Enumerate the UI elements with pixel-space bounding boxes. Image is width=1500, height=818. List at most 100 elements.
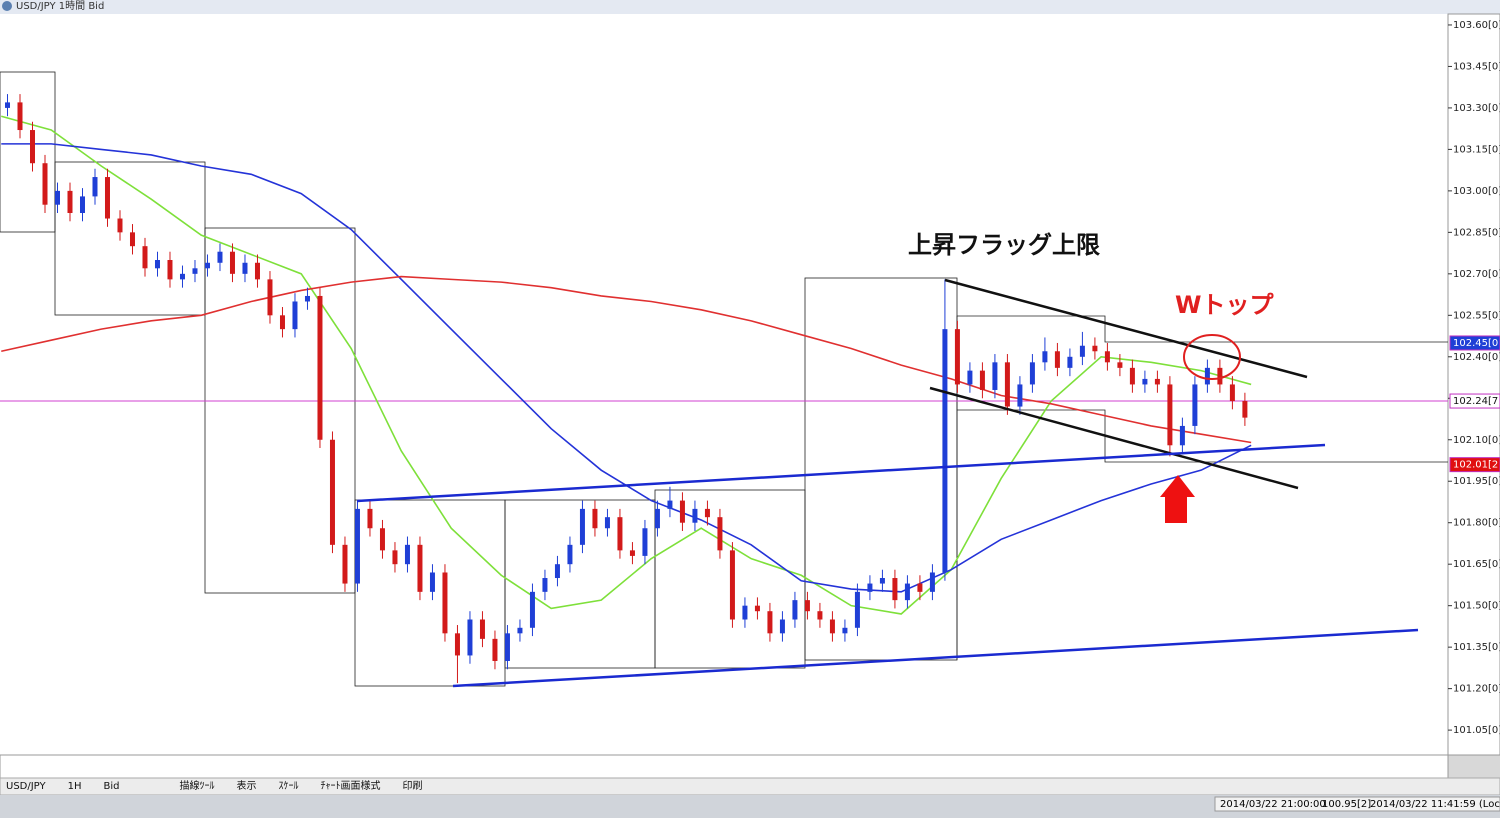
candle-body: [754, 605, 760, 612]
candle-body: [354, 508, 360, 584]
price-flag-label: 102.01[2: [1453, 460, 1498, 471]
toolbar-button[interactable]: ｽｹｰﾙ: [279, 780, 299, 792]
candle-body: [67, 190, 73, 213]
candle-body: [29, 130, 35, 164]
candle-body: [979, 370, 985, 390]
up-arrow: [1160, 475, 1195, 523]
price-flag-label: 102.45[0: [1453, 338, 1498, 349]
candle-body: [904, 583, 910, 601]
toolbar-button[interactable]: Bid: [104, 781, 120, 792]
candle-body: [104, 177, 110, 219]
candle-body: [1142, 378, 1148, 385]
price-flag: [1449, 393, 1500, 409]
candle-body: [217, 251, 223, 263]
candle-body: [179, 273, 185, 280]
candle-body: [629, 550, 635, 556]
candle-body: [592, 508, 598, 529]
candle-body: [542, 578, 548, 592]
box: [0, 71, 56, 233]
candle-body: [804, 600, 810, 612]
annotation: 上昇フラッグ上限: [908, 231, 1100, 259]
candle-body: [1042, 351, 1048, 363]
candle-body: [4, 102, 10, 108]
toolbar-button[interactable]: 表示: [237, 779, 257, 792]
candle-body: [92, 177, 98, 197]
y-tick-label: 102.10[0]: [1453, 435, 1500, 446]
candle-body: [1217, 367, 1223, 385]
candle-body: [654, 508, 660, 529]
candle-body: [579, 508, 585, 545]
y-tick-label: 102.40[0]: [1453, 352, 1500, 363]
y-tick-label: 101.50[0]: [1453, 601, 1500, 612]
candle-body: [1067, 356, 1073, 368]
candle-body: [892, 578, 898, 601]
trend-line: [356, 443, 1326, 503]
candle-body: [554, 564, 560, 579]
y-tick-label: 103.00[0]: [1453, 186, 1500, 197]
y-tick-label: 103.30[0]: [1453, 103, 1500, 114]
candle-body: [304, 295, 310, 302]
candle-body: [929, 572, 935, 592]
candle-body: [692, 508, 698, 523]
candle-body: [492, 638, 498, 661]
toolbar-button[interactable]: 描線ﾂｰﾙ: [180, 779, 215, 792]
trend-line: [452, 628, 1419, 688]
candle-body: [204, 262, 210, 269]
y-tick-label: 101.05[0]: [1453, 725, 1500, 736]
candle-body: [254, 262, 260, 280]
moving-average: [1, 115, 1252, 615]
candle-body: [1192, 384, 1198, 426]
candle-body: [854, 591, 860, 628]
status-local: 2014/03/22 11:41:59 (Local): [1370, 799, 1500, 810]
y-tick-label: 103.15[0]: [1453, 144, 1500, 155]
candle-body: [1154, 378, 1160, 385]
y-tick-label: 101.20[0]: [1453, 684, 1500, 695]
candle-body: [429, 572, 435, 592]
candle-body: [467, 619, 473, 656]
candle-body: [1167, 384, 1173, 446]
candle-body: [1092, 345, 1098, 352]
candle-body: [454, 633, 460, 656]
candle-body: [442, 572, 448, 634]
candle-body: [479, 619, 485, 639]
y-tick-label: 101.80[0]: [1453, 518, 1500, 529]
candle-body: [917, 583, 923, 592]
plot-area: [0, 14, 1448, 755]
candle-body: [829, 619, 835, 634]
candle-body: [517, 627, 523, 634]
candle-body: [504, 633, 510, 661]
candle-body: [1204, 367, 1210, 385]
candle-body: [417, 544, 423, 592]
candle-body: [54, 190, 60, 205]
y-tick-label: 103.45[0]: [1453, 61, 1500, 72]
candle-body: [342, 544, 348, 584]
candle-body: [367, 508, 373, 529]
y-tick-label: 102.55[0]: [1453, 310, 1500, 321]
toolbar-button[interactable]: 1H: [68, 781, 82, 792]
toolbar: [0, 777, 1500, 796]
toolbar-button[interactable]: ﾁｬｰﾄ画面様式: [321, 779, 381, 792]
price-flag-label: 102.24[7: [1453, 396, 1498, 407]
trend-line: [929, 386, 1299, 490]
candle-body: [292, 301, 298, 330]
candle-body: [1117, 362, 1123, 368]
toolbar-button[interactable]: USD/JPY: [6, 781, 46, 792]
candle-body: [154, 260, 160, 269]
candle-body: [867, 583, 873, 592]
toolbar-button[interactable]: 印刷: [403, 780, 423, 792]
candle-body: [992, 362, 998, 390]
price-axis: [1447, 13, 1500, 756]
app-icon: [2, 1, 12, 11]
candle-body: [192, 268, 198, 274]
candle-body: [242, 262, 248, 274]
y-tick-label: 101.65[0]: [1453, 559, 1500, 570]
candle-body: [1242, 401, 1248, 418]
candle-body: [229, 251, 235, 274]
candle-body: [604, 517, 610, 529]
candle-body: [729, 550, 735, 620]
candle-body: [1079, 345, 1085, 357]
candle-body: [267, 279, 273, 316]
y-tick-label: 103.60[0]: [1453, 20, 1500, 31]
candle-body: [392, 550, 398, 565]
